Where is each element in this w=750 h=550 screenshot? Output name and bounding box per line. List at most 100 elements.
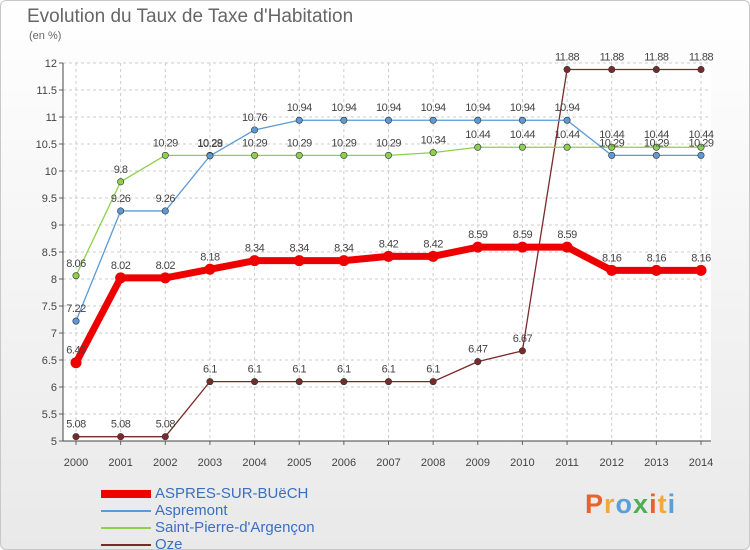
data-label: 8.16: [602, 252, 622, 264]
data-point: [70, 357, 82, 369]
y-tick-label: 8: [51, 274, 57, 286]
data-point: [608, 65, 616, 73]
data-label: 8.59: [557, 229, 577, 241]
y-tick-label: 5: [51, 436, 57, 448]
data-point: [384, 151, 392, 159]
data-point: [161, 207, 169, 215]
x-tick-label: 2001: [108, 457, 132, 469]
data-point: [563, 116, 571, 124]
data-label: 5.08: [66, 419, 86, 431]
x-tick-label: 2000: [64, 457, 88, 469]
data-label: 10.44: [510, 129, 535, 141]
data-point: [115, 272, 127, 284]
chart-title: Evolution du Taux de Taxe d'Habitation: [27, 6, 354, 27]
y-tick-label: 6: [51, 382, 57, 394]
data-point: [652, 143, 660, 151]
data-label: 10.94: [510, 102, 535, 114]
logo-letter: o: [615, 489, 634, 519]
data-label: 10.94: [555, 102, 580, 114]
data-point: [697, 151, 705, 159]
data-point: [472, 241, 484, 253]
legend-swatch: [101, 543, 151, 546]
data-point: [384, 378, 392, 386]
data-point: [518, 116, 526, 124]
data-label: 6.1: [248, 364, 262, 376]
logo-letter: i: [667, 489, 677, 519]
data-label: 10.94: [376, 102, 401, 114]
y-tick-label: 10.5: [36, 139, 57, 151]
data-label: 8.02: [111, 260, 131, 272]
data-point: [606, 264, 618, 276]
data-point: [429, 116, 437, 124]
x-tick-label: 2003: [198, 457, 222, 469]
data-label: 10.44: [555, 129, 580, 141]
data-label: 6.67: [513, 333, 533, 345]
data-point: [652, 151, 660, 159]
data-label: 10.29: [331, 137, 356, 149]
data-label: 6.1: [382, 364, 396, 376]
data-label: 10.29: [242, 137, 267, 149]
legend-swatch: [101, 526, 151, 529]
data-point: [474, 116, 482, 124]
legend-swatch: [101, 489, 151, 498]
data-point: [293, 255, 305, 267]
y-tick-label: 5.5: [42, 409, 57, 421]
data-label: 5.08: [156, 419, 176, 431]
data-point: [652, 65, 660, 73]
data-point: [161, 433, 169, 441]
data-label: 10.44: [688, 129, 713, 141]
data-label: 10.34: [421, 135, 446, 147]
data-point: [72, 433, 80, 441]
data-label: 10.44: [599, 129, 624, 141]
data-point: [608, 143, 616, 151]
logo-letter: P: [585, 489, 605, 519]
data-point: [295, 151, 303, 159]
data-label: 6.1: [337, 364, 351, 376]
data-point: [72, 317, 80, 325]
legend-item: ASPRES-SUR-BUëCH: [101, 485, 315, 502]
data-label: 8.16: [647, 252, 667, 264]
data-label: 8.59: [468, 229, 488, 241]
logo-letter: t: [657, 489, 668, 519]
x-tick-label: 2004: [242, 457, 266, 469]
data-point: [427, 250, 439, 262]
data-label: 9.26: [156, 193, 176, 205]
data-point: [117, 178, 125, 186]
data-label: 10.44: [465, 129, 490, 141]
data-label: 8.34: [334, 243, 354, 255]
data-label: 6.47: [468, 344, 488, 356]
legend-item: Saint-Pierre-d'Argençon: [101, 519, 315, 536]
data-point: [561, 241, 573, 253]
legend-label: Oze: [155, 536, 183, 550]
data-label: 8.42: [379, 238, 399, 250]
y-tick-label: 7: [51, 328, 57, 340]
data-label: 10.29: [153, 137, 178, 149]
data-label: 10.94: [331, 102, 356, 114]
data-point: [159, 272, 171, 284]
proxiti-logo: Proxiti: [585, 489, 676, 520]
data-point: [340, 378, 348, 386]
data-point: [697, 65, 705, 73]
y-tick-label: 7.5: [42, 301, 57, 313]
data-label: 11.88: [689, 51, 714, 63]
data-label: 10.94: [465, 102, 490, 114]
y-tick-label: 11: [46, 112, 57, 124]
chart-subtitle: (en %): [29, 30, 62, 42]
data-label: 6.1: [203, 364, 217, 376]
data-label: 10.94: [421, 102, 446, 114]
logo-letter: x: [633, 489, 650, 519]
data-point: [518, 347, 526, 355]
data-label: 8.59: [513, 229, 533, 241]
data-point: [249, 255, 261, 267]
x-tick-label: 2005: [287, 457, 311, 469]
y-tick-label: 11.5: [36, 85, 57, 97]
data-label: 10.76: [242, 112, 267, 124]
data-point: [117, 433, 125, 441]
data-point: [429, 149, 437, 157]
legend-item: Aspremont: [101, 502, 315, 519]
data-label: 11.88: [555, 51, 580, 63]
data-label: 9.8: [114, 164, 128, 176]
data-point: [204, 263, 216, 275]
